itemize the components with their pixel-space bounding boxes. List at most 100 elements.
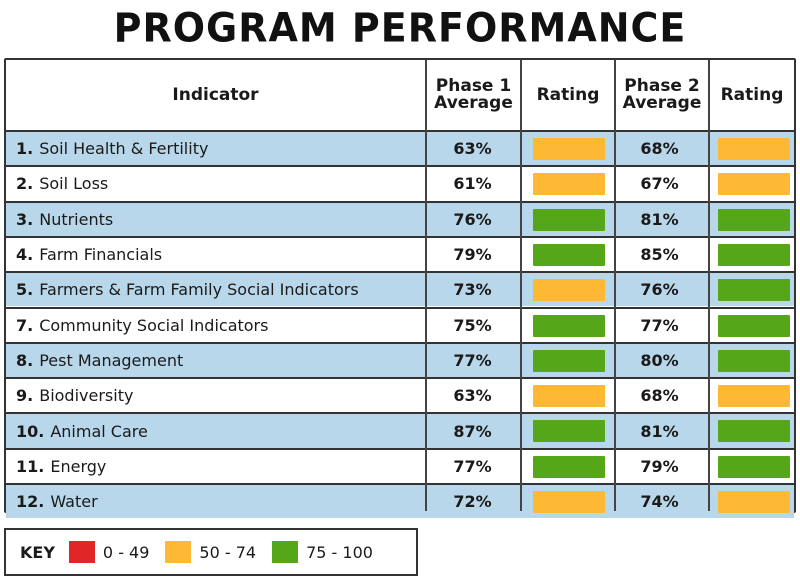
- legend-key: KEY 0 - 49 50 - 74 75 - 100: [4, 528, 418, 576]
- phase2-average: 68%: [640, 386, 679, 406]
- indicator-cell: 5. Farmers & Farm Family Social Indicator…: [16, 273, 416, 306]
- phase1-average: 79%: [453, 245, 492, 265]
- indicator-cell: 7. Community Social Indicators: [16, 309, 416, 342]
- indicator-number: 10.: [16, 421, 45, 441]
- header-phase1-line1: Phase 1: [435, 76, 512, 96]
- table-row: 8. Pest Management 77% 80%: [6, 341, 794, 378]
- indicator-name: Animal Care: [50, 421, 148, 441]
- indicator-number: 5.: [16, 280, 34, 300]
- phase1-rating-swatch: [533, 455, 605, 478]
- indicator-name: Nutrients: [39, 209, 114, 229]
- phase1-rating-swatch: [533, 173, 605, 196]
- phase2-rating-swatch: [718, 314, 790, 337]
- phase2-average: 76%: [640, 280, 679, 300]
- table-row: 4. Farm Financials 79% 85%: [6, 235, 794, 271]
- table-row: 10. Animal Care 87% 81%: [6, 412, 794, 448]
- phase2-average: 81%: [640, 209, 679, 229]
- indicator-name: Pest Management: [39, 350, 184, 370]
- header-phase2-line2: Average: [622, 93, 702, 113]
- phase2-rating-swatch: [718, 208, 790, 231]
- indicator-name: Farmers & Farm Family Social Indicators: [39, 280, 359, 300]
- indicator-number: 2.: [16, 174, 34, 194]
- phase1-rating-swatch: [533, 420, 605, 443]
- key-range-green: 75 - 100: [306, 542, 373, 562]
- header-phase1: Phase 1 Average: [427, 60, 520, 130]
- phase1-average: 72%: [453, 492, 492, 512]
- key-range-red: 0 - 49: [102, 542, 150, 562]
- indicator-cell: 2. Soil Loss: [16, 167, 416, 200]
- indicator-number: 4.: [16, 245, 34, 265]
- table-row: 3. Nutrients 76% 81%: [6, 200, 794, 236]
- table-row: 12. Water 72% 74%: [6, 483, 794, 519]
- column-divider: [614, 60, 616, 511]
- key-swatch-orange: [165, 541, 192, 563]
- phase2-average: 80%: [640, 350, 679, 370]
- indicator-number: 1.: [16, 139, 34, 159]
- table-row: 1. Soil Health & Fertility 63% 68%: [6, 130, 794, 166]
- indicator-number: 3.: [16, 209, 34, 229]
- indicator-cell: 9. Biodiversity: [16, 379, 416, 412]
- indicator-number: 8.: [16, 350, 34, 370]
- table-row: 11. Energy 77% 79%: [6, 447, 794, 483]
- header-phase1-line2: Average: [434, 93, 513, 113]
- phase1-average: 77%: [453, 350, 492, 370]
- phase2-rating-swatch: [718, 243, 790, 266]
- phase1-average: 77%: [453, 456, 492, 476]
- indicator-name: Soil Health & Fertility: [39, 139, 209, 159]
- column-divider: [708, 60, 710, 511]
- column-divider: [520, 60, 522, 511]
- phase2-average: 74%: [640, 492, 679, 512]
- phase2-rating-swatch: [718, 420, 790, 443]
- phase1-average: 73%: [453, 280, 492, 300]
- phase1-rating-swatch: [533, 208, 605, 231]
- indicator-cell: 3. Nutrients: [16, 203, 416, 236]
- header-rating1: Rating: [536, 84, 600, 105]
- indicator-name: Biodiversity: [39, 386, 134, 406]
- indicator-number: 12.: [16, 492, 45, 512]
- header-phase2-line1: Phase 2: [624, 76, 700, 96]
- phase1-rating-swatch: [533, 314, 605, 337]
- phase2-average: 85%: [640, 245, 679, 265]
- phase2-rating-swatch: [718, 279, 790, 302]
- key-label: KEY: [20, 542, 55, 562]
- phase1-average: 63%: [453, 386, 492, 406]
- phase2-rating-swatch: [718, 349, 790, 372]
- phase2-rating-swatch: [718, 491, 790, 513]
- column-divider: [425, 60, 427, 511]
- table-row: 9. Biodiversity 63% 68%: [6, 377, 794, 412]
- phase1-rating-swatch: [533, 349, 605, 372]
- indicator-name: Community Social Indicators: [39, 315, 269, 335]
- phase1-rating-swatch: [533, 138, 605, 160]
- phase1-average: 87%: [453, 421, 492, 441]
- key-swatch-red: [68, 541, 95, 563]
- indicator-number: 7.: [16, 315, 34, 335]
- phase1-rating-swatch: [533, 385, 605, 408]
- phase2-average: 81%: [640, 421, 679, 441]
- indicator-cell: 4. Farm Financials: [16, 238, 416, 271]
- phase1-rating-swatch: [533, 279, 605, 302]
- phase2-rating-swatch: [718, 385, 790, 408]
- phase2-rating-swatch: [718, 138, 790, 160]
- indicator-cell: 10. Animal Care: [16, 414, 416, 447]
- indicator-cell: 12. Water: [16, 485, 416, 518]
- indicator-name: Farm Financials: [39, 245, 163, 265]
- indicator-name: Soil Loss: [39, 174, 109, 194]
- header-phase2: Phase 2 Average: [616, 60, 708, 130]
- indicator-cell: 8. Pest Management: [16, 344, 416, 377]
- table-row: 5. Farmers & Farm Family Social Indicator…: [6, 271, 794, 307]
- indicator-number: 9.: [16, 386, 34, 406]
- table-row: 2. Soil Loss 61% 67%: [6, 165, 794, 200]
- phase2-rating-swatch: [718, 455, 790, 478]
- phase1-average: 63%: [453, 139, 492, 159]
- phase1-average: 75%: [453, 315, 492, 335]
- phase2-average: 67%: [640, 174, 679, 194]
- header-rating2: Rating: [720, 84, 784, 105]
- phase2-average: 68%: [640, 139, 679, 159]
- header-indicator: Indicator: [172, 84, 259, 105]
- indicator-cell: 11. Energy: [16, 450, 416, 483]
- indicator-cell: 1. Soil Health & Fertility: [16, 132, 416, 165]
- key-range-orange: 50 - 74: [199, 542, 257, 562]
- indicator-name: Water: [50, 492, 98, 512]
- phase1-rating-swatch: [533, 491, 605, 513]
- phase2-average: 77%: [640, 315, 679, 335]
